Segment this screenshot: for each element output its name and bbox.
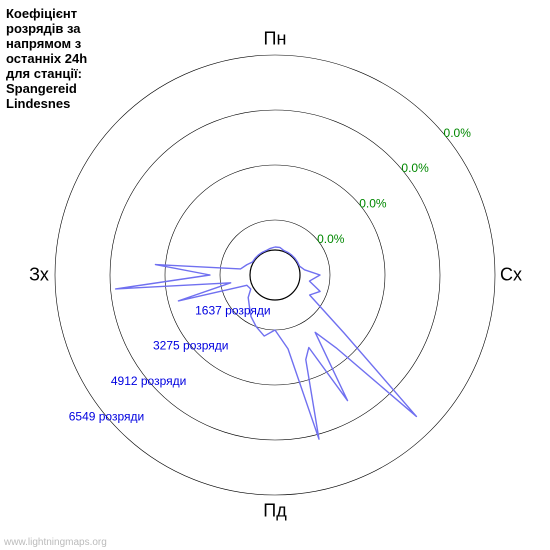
axis-label-south: Пд (263, 501, 286, 522)
ring-label-count: 4912 розряди (111, 374, 187, 388)
ring-label-percent: 0.0% (401, 161, 429, 175)
axis-label-north: Пн (264, 29, 287, 50)
ring-label-count: 3275 розряди (153, 339, 229, 353)
ring-label-percent: 0.0% (359, 196, 387, 210)
axis-label-east: Сх (500, 265, 522, 286)
axis-label-west: Зх (29, 265, 49, 286)
ring-label-count: 6549 розряди (69, 409, 145, 423)
footer-credit: www.lightningmaps.org (4, 537, 107, 548)
ring-label-count: 1637 розряди (195, 303, 271, 317)
ring-label-percent: 0.0% (444, 126, 472, 140)
ring-label-percent: 0.0% (317, 232, 345, 246)
chart-title: Коефіцієнт розрядів за напрямом з останн… (6, 6, 87, 111)
